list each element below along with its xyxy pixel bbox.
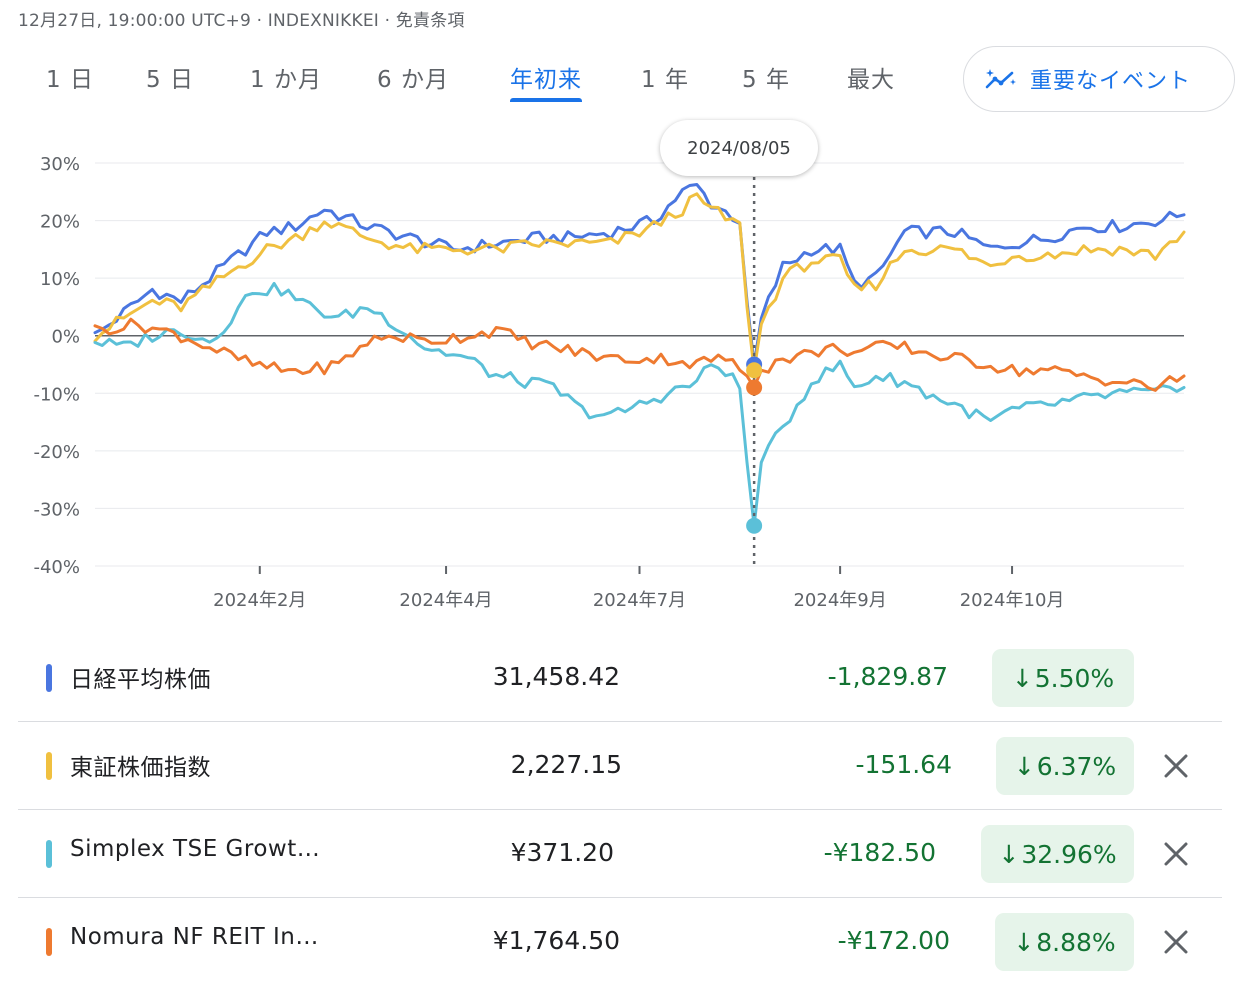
series-swatch (46, 752, 52, 780)
key-events-label: 重要なイベント (1030, 69, 1192, 94)
comparison-list: 日経平均株価 31,458.42 -1,829.87 ↓ 5.50% 東証株価指数… (18, 634, 1222, 986)
row-change: -¥172.00 (837, 926, 950, 955)
row-percent-badge: ↓ 8.88% (995, 913, 1134, 971)
tab-6-month[interactable]: 6 か月 (377, 67, 449, 93)
tab-max[interactable]: 最大 (847, 67, 895, 93)
y-tick-label: -20% (33, 442, 80, 463)
series-swatch (46, 928, 52, 956)
tab-1-month[interactable]: 1 か月 (250, 67, 322, 93)
tab-1-day[interactable]: 1 日 (46, 67, 94, 93)
row-percent-badge: ↓ 6.37% (996, 737, 1134, 795)
series-line (93, 192, 1186, 372)
x-tick-label: 2024年9月 (793, 590, 886, 611)
tab-ytd[interactable]: 年初来 (510, 60, 582, 102)
arrow-down-icon: ↓ (1011, 663, 1033, 693)
tab-5-day[interactable]: 5 日 (146, 67, 194, 93)
row-percent: 5.50% (1034, 663, 1115, 693)
row-price: 2,227.15 (510, 750, 622, 779)
sparkle-trend-icon (985, 69, 1016, 89)
arrow-down-icon: ↓ (1013, 927, 1035, 957)
series-swatch (46, 664, 52, 692)
arrow-down-icon: ↓ (1013, 751, 1035, 781)
x-tick-label: 2024年10月 (960, 590, 1065, 611)
row-change: -¥182.50 (823, 838, 936, 867)
row-change: -1,829.87 (827, 662, 948, 691)
row-percent: 6.37% (1036, 751, 1117, 781)
row-price: 31,458.42 (492, 662, 620, 691)
y-tick-label: -10% (33, 384, 80, 405)
series-swatch (46, 840, 52, 868)
x-tick-label: 2024年7月 (593, 590, 686, 611)
tab-1-year[interactable]: 1 年 (641, 67, 689, 93)
series-line (93, 317, 1186, 392)
row-name: 東証株価指数 (70, 755, 211, 781)
row-price: ¥371.20 (510, 838, 614, 867)
row-name: Simplex TSE Growt… (70, 836, 321, 862)
list-item[interactable]: 東証株価指数 2,227.15 -151.64 ↓ 6.37% (18, 722, 1222, 810)
x-tick-label: 2024年2月 (213, 590, 306, 611)
remove-icon[interactable] (1161, 839, 1191, 869)
remove-icon[interactable] (1161, 751, 1191, 781)
y-tick-label: 30% (40, 154, 80, 175)
row-percent: 32.96% (1021, 839, 1117, 869)
row-percent: 8.88% (1036, 927, 1116, 957)
price-comparison-chart[interactable]: 30% 20% 10% 0% -10% -20% -30% -40% 2024年2月 2024年4… (0, 115, 1258, 620)
tab-5-year[interactable]: 5 年 (742, 67, 790, 93)
highlight-point (746, 362, 763, 379)
y-tick-label: -30% (33, 499, 80, 520)
row-percent-badge: ↓ 5.50% (992, 649, 1134, 707)
series-line (93, 183, 1186, 366)
row-percent-badge: ↓ 32.96% (981, 825, 1134, 883)
list-item[interactable]: Simplex TSE Growt… ¥371.20 -¥182.50 ↓ 32.… (18, 810, 1222, 898)
row-name: Nomura NF REIT In… (70, 924, 319, 950)
date-tooltip: 2024/08/05 (660, 120, 818, 176)
key-events-button[interactable]: 重要なイベント (963, 46, 1235, 112)
remove-icon[interactable] (1161, 927, 1191, 957)
row-change: -151.64 (855, 750, 953, 779)
x-tick-label: 2024年4月 (399, 590, 492, 611)
y-tick-label: 10% (40, 269, 80, 290)
arrow-down-icon: ↓ (998, 839, 1020, 869)
y-tick-label: 0% (51, 327, 80, 348)
list-item[interactable]: 日経平均株価 31,458.42 -1,829.87 ↓ 5.50% (18, 634, 1222, 722)
highlight-point (746, 517, 763, 534)
y-tick-label: -40% (33, 557, 80, 578)
list-item[interactable]: Nomura NF REIT In… ¥1,764.50 -¥172.00 ↓ 8… (18, 898, 1222, 986)
row-name: 日経平均株価 (70, 667, 211, 693)
series-line (93, 281, 1186, 528)
highlight-point (746, 379, 763, 396)
y-tick-label: 20% (40, 212, 80, 233)
header-meta: 12月27日, 19:00:00 UTC+9 · INDEXNIKKEI · 免… (18, 11, 465, 31)
row-price: ¥1,764.50 (492, 926, 620, 955)
